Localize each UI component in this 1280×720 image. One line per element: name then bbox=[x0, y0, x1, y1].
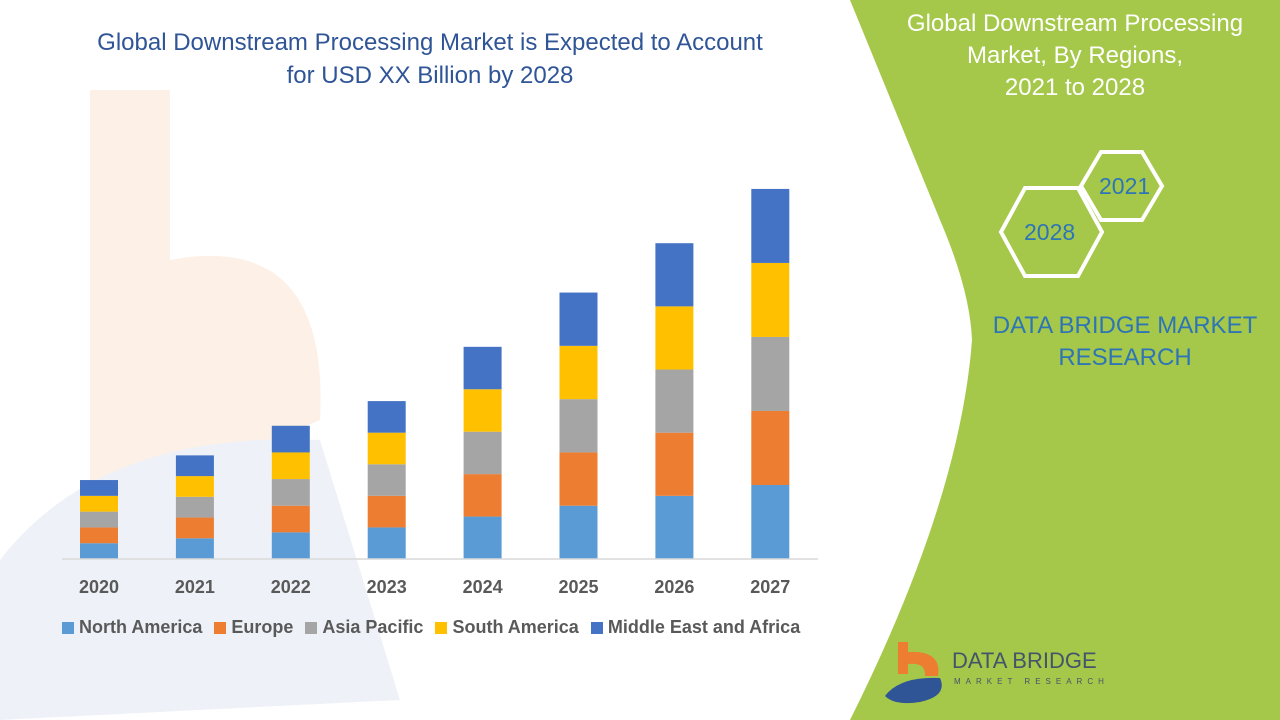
bar-segment-2021-middle-east-and-africa bbox=[175, 455, 214, 477]
legend-label: South America bbox=[452, 617, 579, 637]
bar-segment-2020-europe bbox=[80, 527, 118, 544]
legend-swatch bbox=[590, 621, 603, 634]
logo-icon bbox=[885, 642, 942, 704]
bar-segment-2021-north-america bbox=[175, 538, 214, 559]
bar-segment-2027-asia-pacific bbox=[751, 336, 790, 411]
legend-item-asia-pacific: Asia Pacific bbox=[305, 617, 423, 638]
bar-segment-2026-north-america bbox=[655, 495, 694, 559]
side-title-line-2: Market, By Regions, bbox=[966, 42, 1184, 69]
title-line-2: for USD XX Billion by 2028 bbox=[286, 62, 574, 89]
legend-label: Middle East and Africa bbox=[607, 617, 801, 637]
side-panel-bg bbox=[850, 0, 1280, 720]
bar-segment-2026-europe bbox=[655, 432, 694, 496]
bar-segment-2023-north-america bbox=[367, 527, 406, 559]
bar-segment-2020-asia-pacific bbox=[80, 511, 118, 528]
bar-segment-2025-north-america bbox=[559, 505, 598, 559]
x-tick-label: 2021 bbox=[175, 577, 215, 597]
bar-segment-2020-north-america bbox=[80, 543, 118, 559]
bar-segment-2027-south-america bbox=[751, 262, 790, 337]
bar-segment-2024-asia-pacific bbox=[463, 431, 502, 475]
x-tick-label: 2027 bbox=[750, 577, 790, 597]
bar-segment-2021-europe bbox=[175, 517, 214, 539]
legend-item-north-america: North America bbox=[62, 617, 202, 638]
bar-segment-2026-asia-pacific bbox=[655, 369, 694, 433]
chart-legend: North America Europe Asia Pacific South … bbox=[62, 617, 800, 638]
legend-item-middle-east-africa: Middle East and Africa bbox=[590, 617, 801, 638]
brand-text: DATA BRIDGE MARKET RESEARCH bbox=[985, 310, 1265, 374]
bar-segment-2025-asia-pacific bbox=[559, 399, 598, 453]
side-panel-title: Global Downstream Processing Market, By … bbox=[890, 8, 1260, 104]
bar-segment-2024-europe bbox=[463, 474, 502, 517]
side-title-line-3: 2021 to 2028 bbox=[1004, 74, 1146, 101]
bar-segment-2026-middle-east-and-africa bbox=[655, 243, 694, 307]
bar-segment-2022-europe bbox=[271, 505, 310, 533]
bar-segment-2025-south-america bbox=[559, 345, 598, 400]
bar-segment-2020-middle-east-and-africa bbox=[80, 480, 118, 496]
bar-segment-2023-south-america bbox=[367, 432, 406, 465]
logo-subtext: MARKET RESEARCH bbox=[954, 677, 1109, 686]
watermark-logo-shape bbox=[90, 90, 321, 520]
chart-title: Global Downstream Processing Market is E… bbox=[60, 26, 800, 92]
bar-segment-2022-south-america bbox=[271, 452, 310, 480]
legend-label: Asia Pacific bbox=[322, 617, 424, 637]
legend-item-south-america: South America bbox=[435, 617, 579, 638]
legend-swatch bbox=[435, 621, 448, 634]
title-line-1: Global Downstream Processing Market is E… bbox=[97, 29, 763, 56]
side-title-line-1: Global Downstream Processing bbox=[906, 10, 1244, 37]
legend-swatch bbox=[62, 621, 74, 634]
bar-segment-2024-south-america bbox=[463, 389, 502, 432]
brand-line-1: DATA BRIDGE MARKET bbox=[992, 312, 1258, 339]
bar-segment-2027-europe bbox=[751, 410, 790, 485]
bar-segment-2023-asia-pacific bbox=[367, 464, 406, 496]
hex-label-2028: 2028 bbox=[1024, 219, 1076, 245]
legend-swatch bbox=[305, 621, 318, 634]
bar-segment-2023-middle-east-and-africa bbox=[367, 401, 406, 433]
x-tick-label: 2025 bbox=[558, 577, 598, 597]
bar-segment-2024-middle-east-and-africa bbox=[463, 346, 502, 390]
legend-label: North America bbox=[79, 617, 203, 637]
logo-text: DATA BRIDGE bbox=[952, 648, 1097, 673]
bar-segment-2021-asia-pacific bbox=[175, 496, 214, 518]
hexagon-2028 bbox=[998, 186, 1105, 278]
x-tick-label: 2026 bbox=[654, 577, 694, 597]
bar-segment-2022-asia-pacific bbox=[271, 479, 310, 506]
bar-segment-2022-middle-east-and-africa bbox=[271, 425, 310, 453]
bar-segment-2021-south-america bbox=[175, 476, 214, 497]
legend-swatch bbox=[214, 621, 227, 634]
legend-label: Europe bbox=[231, 617, 294, 637]
bar-segment-2025-middle-east-and-africa bbox=[559, 292, 598, 346]
hexagon-2021 bbox=[1078, 150, 1165, 222]
bar-segment-2020-south-america bbox=[80, 495, 118, 512]
stacked-bar-chart: 2020 2021 2022 2023 2024 2025 2026 2027 bbox=[79, 188, 790, 597]
x-tick-label: 2020 bbox=[79, 577, 119, 597]
legend-item-europe: Europe bbox=[214, 617, 293, 638]
x-tick-label: 2023 bbox=[367, 577, 407, 597]
brand-line-2: RESEARCH bbox=[1058, 344, 1192, 371]
x-tick-label: 2024 bbox=[463, 577, 503, 597]
bar-segment-2027-middle-east-and-africa bbox=[751, 188, 790, 263]
x-tick-label: 2022 bbox=[271, 577, 311, 597]
bar-segment-2024-north-america bbox=[463, 516, 502, 559]
bar-segment-2026-south-america bbox=[655, 306, 694, 370]
bar-segment-2023-europe bbox=[367, 495, 406, 528]
bar-segment-2022-north-america bbox=[271, 532, 310, 559]
bar-segment-2025-europe bbox=[559, 452, 598, 506]
bar-segment-2027-north-america bbox=[751, 484, 790, 559]
hex-label-2021: 2021 bbox=[1099, 173, 1151, 199]
